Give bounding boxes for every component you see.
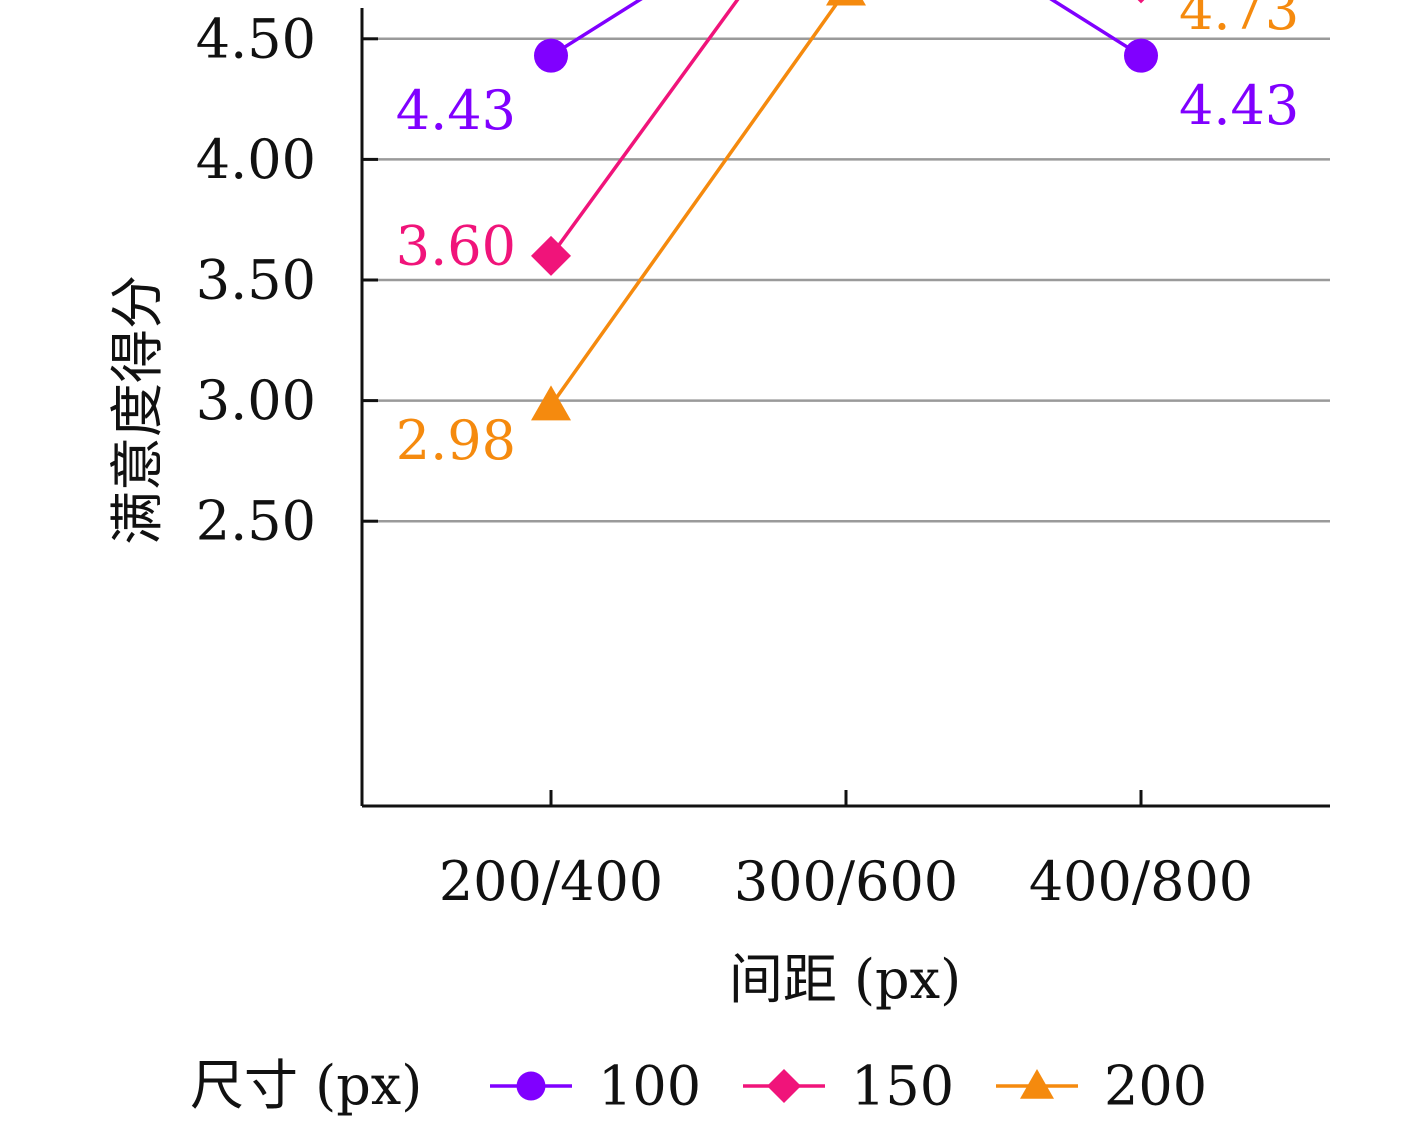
series-line-200 <box>549 0 842 407</box>
x-axis-ticks: 200/400 300/600 400/800 <box>439 790 1253 913</box>
legend-title: 尺寸 (px) <box>190 1054 422 1117</box>
y-tick-label: 4.00 <box>196 128 316 191</box>
series-line-150 <box>549 0 740 257</box>
data-label: 4.73 <box>1179 0 1299 42</box>
data-label: 2.98 <box>396 409 516 472</box>
legend: 尺寸 (px) 100 150 200 <box>190 1054 1207 1118</box>
data-label: 4.43 <box>396 79 516 142</box>
data-point-150-diamond <box>1137 0 1145 4</box>
y-axis-ticks: 2.503.003.504.004.505.005.50 <box>196 7 378 553</box>
x-tick-label: 300/600 <box>734 850 958 913</box>
y-tick-label: 4.50 <box>196 7 316 70</box>
data-labels: 4.435.204.433.605.284.732.984.704.73 <box>396 0 1299 472</box>
legend-label: 100 <box>598 1055 701 1118</box>
x-tick-label: 200/400 <box>439 850 663 913</box>
series-group <box>531 0 1158 421</box>
data-label: 4.43 <box>1179 74 1299 137</box>
x-axis-title: 间距 (px) <box>729 948 961 1011</box>
legend-label: 200 <box>1104 1055 1207 1118</box>
y-tick-label: 3.00 <box>196 369 316 432</box>
legend-triangle-icon <box>1020 1069 1054 1099</box>
gridlines <box>362 37 1330 523</box>
data-point-100-circle <box>1124 38 1158 73</box>
data-point-200-triangle <box>826 0 866 6</box>
data-label: 3.60 <box>396 214 516 277</box>
y-axis-title: 满意度得分 <box>106 275 169 545</box>
y-tick-label: 2.50 <box>196 490 316 553</box>
y-tick-label: 3.50 <box>196 249 316 312</box>
x-tick-label: 400/800 <box>1029 850 1253 913</box>
data-point-150-diamond <box>531 235 571 276</box>
data-point-200-triangle <box>531 385 571 421</box>
data-point-100-circle <box>534 38 568 73</box>
series-line-100 <box>550 0 1142 58</box>
legend-label: 150 <box>851 1055 954 1118</box>
legend-diamond-icon <box>767 1069 801 1103</box>
legend-circle-icon <box>516 1071 546 1101</box>
